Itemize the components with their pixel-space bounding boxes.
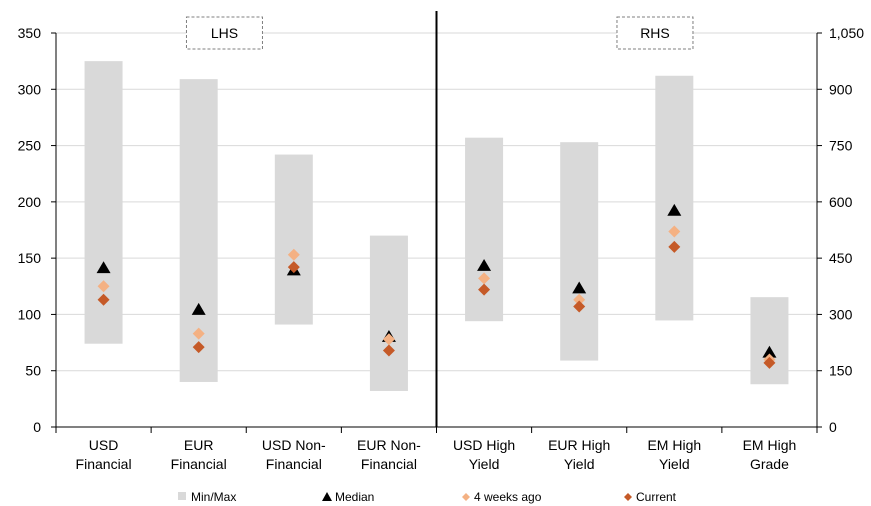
right-tick-label: 150 [829,363,853,379]
current-marker [192,341,205,354]
category-label: USD High [453,437,515,453]
left-axis-ticks: 0 50 100 150 200 250 300 350 [18,25,56,435]
category-label: Grade [750,456,789,472]
left-tick-label: 250 [18,138,42,154]
category-label: EUR High [548,437,610,453]
legend-label: Median [335,490,374,504]
markers [96,203,777,369]
left-tick-label: 100 [18,306,42,322]
axes [55,11,818,433]
right-tick-label: 750 [829,138,853,154]
category-label: Financial [171,456,227,472]
median-marker [477,259,492,271]
left-tick-label: 0 [33,419,41,435]
current-marker [97,293,110,306]
four-weeks-ago-marker [382,333,395,346]
category-label: USD Non- [262,437,326,453]
current-marker [763,356,776,369]
right-tick-label: 0 [829,419,837,435]
four-weeks-ago-marker [478,272,491,285]
legend-swatch [178,492,186,500]
right-tick-label: 300 [829,306,853,322]
median-marker [96,261,111,274]
legend-swatch [322,492,332,501]
median-marker [572,281,587,294]
panel-label-text: LHS [211,25,238,41]
right-tick-label: 600 [829,194,853,210]
left-tick-label: 200 [18,194,42,210]
category-label: Financial [266,456,322,472]
panel-labels: LHS RHS [185,16,694,50]
current-marker [287,261,300,274]
current-marker [382,344,395,357]
median-marker [667,203,682,216]
current-marker [668,240,681,253]
minmax-bar [655,75,694,321]
current-marker [573,300,586,313]
minmax-bar [274,154,313,325]
panel-label-text: RHS [640,25,670,41]
left-tick-label: 50 [25,363,41,379]
four-weeks-ago-marker [668,225,681,238]
left-tick-label: 350 [18,25,42,41]
category-label: EUR [184,437,214,453]
median-marker [762,345,777,358]
four-weeks-ago-marker [573,293,586,306]
four-weeks-ago-marker [287,248,300,261]
four-weeks-ago-marker [97,280,110,293]
legend-swatch [624,493,632,501]
category-label: EM High [647,437,701,453]
current-marker [478,283,491,296]
category-label: USD [89,437,119,453]
category-label: EUR Non- [357,437,421,453]
right-tick-label: 1,050 [829,25,864,41]
legend-swatch [462,493,470,501]
right-axis-ticks: 0 150 300 450 600 750 900 1,050 [817,25,864,435]
four-weeks-ago-marker [192,327,205,340]
legend-label: Current [636,490,677,504]
minmax-bars [84,61,789,391]
left-tick-label: 300 [18,81,42,97]
minmax-bar [750,297,789,385]
right-tick-label: 450 [829,250,853,266]
category-label: Yield [469,456,500,472]
median-marker [191,302,206,315]
category-labels: USD Financial EUR Financial USD Non- Financia… [76,437,797,472]
left-tick-label: 150 [18,250,42,266]
category-label: Yield [659,456,690,472]
legend: Min/Max Median 4 weeks ago Current [178,490,677,504]
legend-label: Min/Max [191,490,236,504]
category-label: Financial [361,456,417,472]
minmax-bar [560,142,599,361]
minmax-bar [369,235,408,391]
category-label: Financial [76,456,132,472]
panel-label-box [185,16,263,50]
right-tick-label: 900 [829,81,853,97]
category-label: Yield [564,456,595,472]
panel-label-box [616,16,694,50]
category-label: EM High [743,437,797,453]
legend-label: 4 weeks ago [474,490,542,504]
